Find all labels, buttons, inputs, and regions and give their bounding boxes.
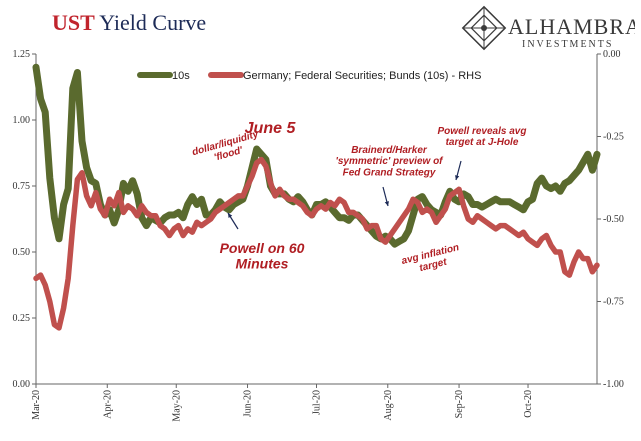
x-tick-label: Jul-20 [312, 390, 323, 415]
legend-label: Germany; Federal Securities; Bunds (10s)… [243, 70, 481, 82]
annotation-line: Fed Grand Strategy [343, 167, 436, 178]
title-ust: UST [52, 10, 95, 35]
y-right-tick-label: -0.25 [603, 132, 624, 143]
annotation-line: Minutes [236, 256, 289, 272]
logo-sub: INVESTMENTS [522, 39, 613, 50]
x-tick-label: Sep-20 [454, 390, 465, 418]
title: UST Yield Curve [52, 10, 206, 36]
annotation-line: June 5 [245, 120, 297, 137]
x-tick-label: Oct-20 [523, 390, 534, 418]
y-right-tick-label: -0.75 [603, 297, 624, 308]
y-left-tick-label: 0.75 [13, 181, 31, 192]
logo-name: ALHAMBRA [508, 14, 635, 39]
series-line-bunds [33, 156, 600, 331]
annotation-line: 'symmetric' preview of [335, 156, 444, 167]
y-left-tick-label: 0.00 [13, 379, 31, 390]
annotation-arrowhead [455, 175, 460, 180]
annotation-arrowhead [384, 201, 389, 206]
annotation: Brainerd/Harker'symmetric' preview ofFed… [335, 145, 444, 178]
annotation: June 5 [245, 120, 297, 137]
alhambra-logo: ALHAMBRA INVESTMENTS [460, 4, 641, 54]
annotation-line: target at J-Hole [446, 137, 519, 148]
x-tick-label: Aug-20 [383, 390, 394, 421]
annotation-line: Powell reveals avg [438, 126, 527, 137]
y-right-tick-label: -0.50 [603, 214, 624, 225]
y-left-tick-label: 0.50 [13, 247, 31, 258]
x-tick-label: Jun-20 [243, 390, 254, 417]
y-left-tick-label: 0.25 [13, 313, 31, 324]
y-right-tick-label: 0.00 [603, 49, 621, 60]
annotation-arrowhead [228, 213, 233, 218]
y-left-tick-label: 1.25 [13, 49, 31, 60]
x-tick-label: May-20 [171, 390, 182, 422]
x-tick-label: Apr-20 [102, 390, 113, 419]
title-yield-curve: Yield Curve [99, 10, 207, 35]
y-left-tick-label: 1.00 [13, 115, 31, 126]
alhambra-diamond-logo-icon: ALHAMBRA INVESTMENTS [461, 5, 641, 51]
legend: 10s Germany; Federal Securities; Bunds (1… [137, 70, 481, 82]
annotation-line: Powell on 60 [220, 240, 305, 256]
x-tick-label: Mar-20 [31, 390, 42, 420]
annotation-line: Brainerd/Harker [351, 145, 428, 156]
legend-label: 10s [172, 70, 190, 82]
y-right-tick-label: -1.00 [603, 379, 624, 390]
series-line-10s [32, 63, 601, 248]
